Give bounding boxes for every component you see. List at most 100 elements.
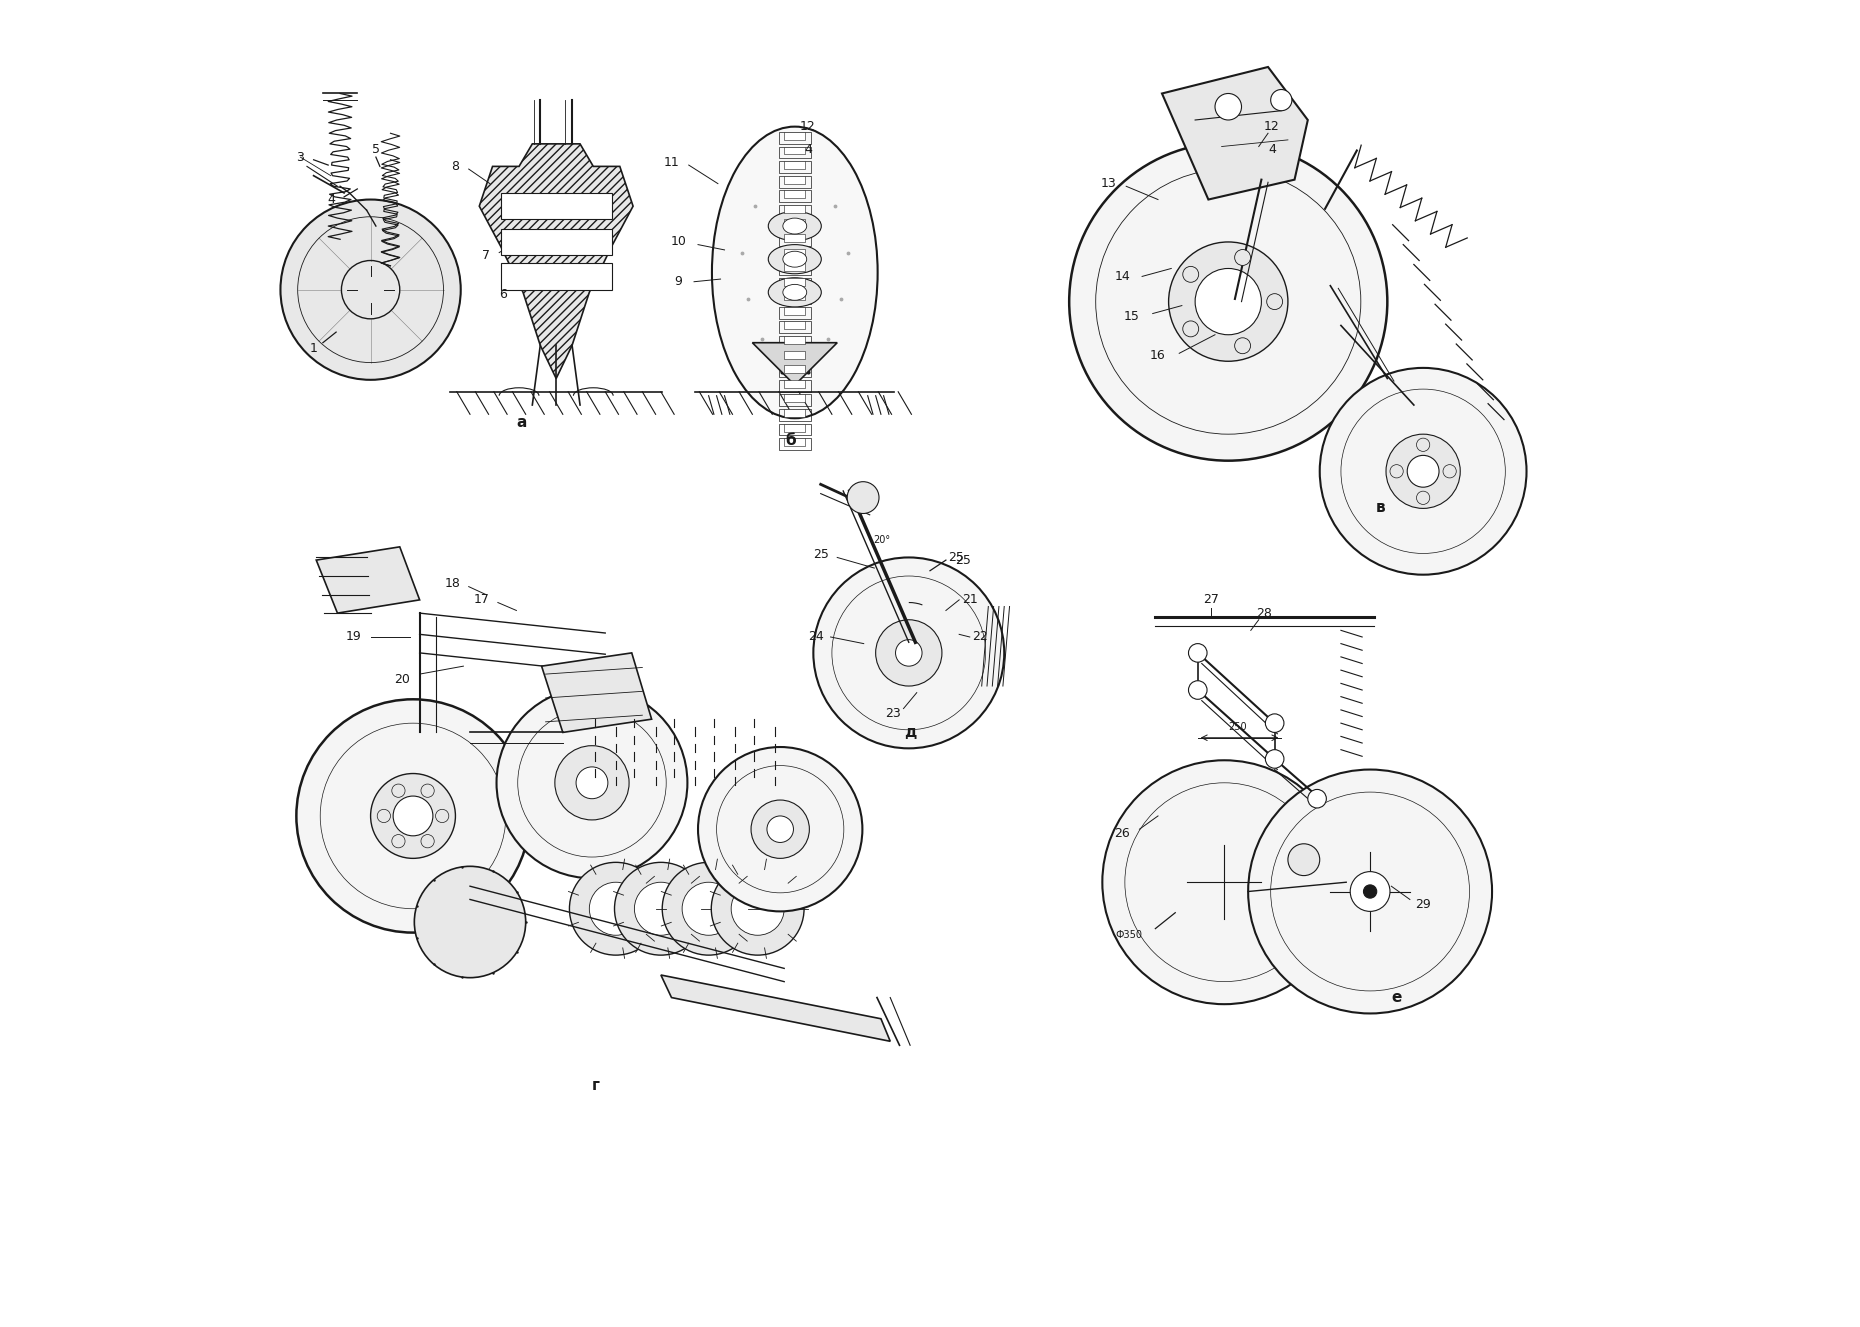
Bar (785, 409, 805, 417)
Circle shape (415, 867, 526, 978)
Text: в: в (1376, 499, 1386, 515)
Ellipse shape (783, 284, 807, 300)
Circle shape (634, 882, 688, 936)
Text: 1: 1 (309, 341, 318, 354)
Circle shape (1189, 681, 1207, 699)
Text: 7: 7 (482, 248, 489, 261)
Text: 21: 21 (962, 593, 978, 606)
Ellipse shape (768, 244, 822, 273)
Text: 12: 12 (800, 121, 817, 133)
Bar (779, 438, 811, 450)
Bar (785, 365, 805, 373)
Text: 5: 5 (372, 143, 379, 155)
Bar (785, 307, 805, 314)
Bar (785, 350, 805, 358)
Bar (785, 248, 805, 256)
Circle shape (614, 863, 707, 955)
Text: 15: 15 (1123, 309, 1140, 322)
Bar (779, 175, 811, 187)
Text: 25: 25 (949, 551, 965, 564)
Circle shape (1235, 249, 1250, 265)
Text: 4: 4 (1269, 143, 1276, 155)
Bar (779, 234, 811, 245)
Text: 12: 12 (1265, 121, 1280, 133)
Circle shape (569, 863, 662, 955)
Text: 6: 6 (498, 288, 508, 301)
Circle shape (435, 809, 448, 823)
Text: 250: 250 (1228, 722, 1246, 733)
Ellipse shape (712, 126, 878, 418)
Bar (779, 307, 811, 318)
Bar (785, 423, 805, 431)
Bar (779, 263, 811, 275)
Circle shape (497, 687, 688, 878)
Text: 17: 17 (474, 593, 489, 606)
Circle shape (1386, 434, 1460, 508)
Circle shape (1389, 464, 1402, 478)
Text: 3: 3 (296, 151, 305, 163)
Text: 10: 10 (670, 235, 686, 248)
Circle shape (711, 863, 804, 955)
Bar (785, 161, 805, 169)
Text: 8: 8 (452, 159, 459, 173)
Bar (500, 192, 612, 219)
Ellipse shape (783, 218, 807, 234)
Text: 25: 25 (813, 548, 830, 561)
Bar (500, 228, 612, 255)
Circle shape (662, 863, 755, 955)
Circle shape (1443, 464, 1456, 478)
Polygon shape (541, 653, 651, 733)
Circle shape (1196, 268, 1261, 334)
Bar (779, 394, 811, 406)
Circle shape (731, 882, 785, 936)
Circle shape (1321, 368, 1527, 575)
Bar (779, 409, 811, 421)
Ellipse shape (783, 251, 807, 267)
Bar (779, 336, 811, 348)
Text: 27: 27 (1203, 593, 1218, 606)
Polygon shape (316, 547, 420, 613)
Circle shape (296, 699, 530, 933)
Text: Ф350: Ф350 (1116, 930, 1142, 941)
Circle shape (751, 800, 809, 859)
Bar (785, 190, 805, 198)
Bar (779, 350, 811, 362)
Circle shape (378, 809, 391, 823)
Circle shape (392, 835, 405, 848)
Bar (785, 234, 805, 242)
Ellipse shape (768, 211, 822, 240)
Circle shape (1417, 491, 1430, 504)
Text: г: г (591, 1078, 601, 1092)
Text: 29: 29 (1415, 898, 1430, 912)
Bar (500, 263, 612, 289)
Bar (779, 146, 811, 158)
Polygon shape (751, 342, 837, 385)
Text: 26: 26 (1114, 827, 1131, 840)
Bar (785, 292, 805, 300)
Circle shape (698, 747, 863, 912)
Circle shape (1183, 267, 1198, 283)
Text: 4: 4 (804, 143, 813, 155)
Bar (779, 219, 811, 231)
Text: 9: 9 (673, 275, 683, 288)
Circle shape (281, 199, 461, 380)
Circle shape (876, 620, 941, 686)
Bar (785, 394, 805, 402)
Text: 16: 16 (1149, 349, 1166, 362)
Bar (779, 365, 811, 377)
Circle shape (1287, 844, 1321, 876)
Text: 11: 11 (664, 155, 679, 169)
Bar (785, 380, 805, 387)
Text: д: д (904, 725, 917, 740)
Circle shape (1248, 770, 1492, 1014)
Bar (785, 204, 805, 212)
Text: 20: 20 (394, 673, 411, 686)
Bar (779, 321, 811, 333)
Text: 13: 13 (1101, 176, 1116, 190)
Bar (785, 321, 805, 329)
Text: 14: 14 (1114, 269, 1131, 283)
Circle shape (1070, 142, 1388, 460)
Text: е: е (1391, 990, 1402, 1005)
Circle shape (392, 796, 433, 836)
Circle shape (1267, 293, 1283, 309)
